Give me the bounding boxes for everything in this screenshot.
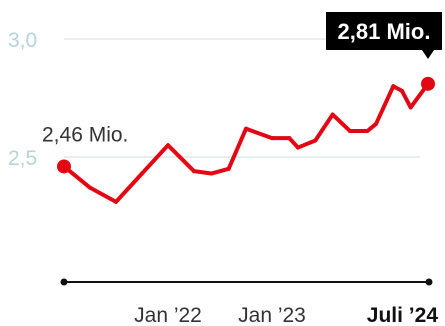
x-tick-label: Jan ’23 xyxy=(238,304,306,326)
series-segment xyxy=(400,88,413,110)
series-segment xyxy=(374,84,396,126)
start-point-marker xyxy=(57,159,71,174)
x-tick-label: Jan ’22 xyxy=(134,304,202,326)
series-segment xyxy=(114,171,144,204)
series-segment xyxy=(192,169,214,176)
series-segment xyxy=(166,143,196,174)
annotations-layer: 2,46 Mio. 2,81 Mio. xyxy=(42,12,442,146)
y-tick-label: 2,5 xyxy=(8,147,37,170)
series-segment xyxy=(244,126,274,141)
series-segment xyxy=(88,185,118,204)
series-layer xyxy=(57,76,435,204)
series-segment xyxy=(226,126,248,171)
start-value-label: 2,46 Mio. xyxy=(42,123,128,146)
y-tick-label: 3,0 xyxy=(8,29,37,52)
series-segment xyxy=(140,143,170,176)
y-axis-ticks: 2,5 3,0 xyxy=(8,29,37,170)
series-segment xyxy=(209,166,231,176)
x-tick-label: Juli ’24 xyxy=(367,304,439,326)
x-axis: Jan ’22 Jan ’23 Juli ’24 xyxy=(60,278,439,326)
end-value-callout xyxy=(326,12,442,59)
series-segment xyxy=(330,112,352,134)
x-axis-end-dot xyxy=(425,278,433,286)
end-value-label: 2,81 Mio. xyxy=(338,19,431,44)
series-segment xyxy=(313,112,335,143)
x-axis-start-dot xyxy=(60,278,68,286)
series-segment xyxy=(287,136,300,150)
series-segment xyxy=(296,138,318,150)
end-point-marker xyxy=(421,76,435,91)
